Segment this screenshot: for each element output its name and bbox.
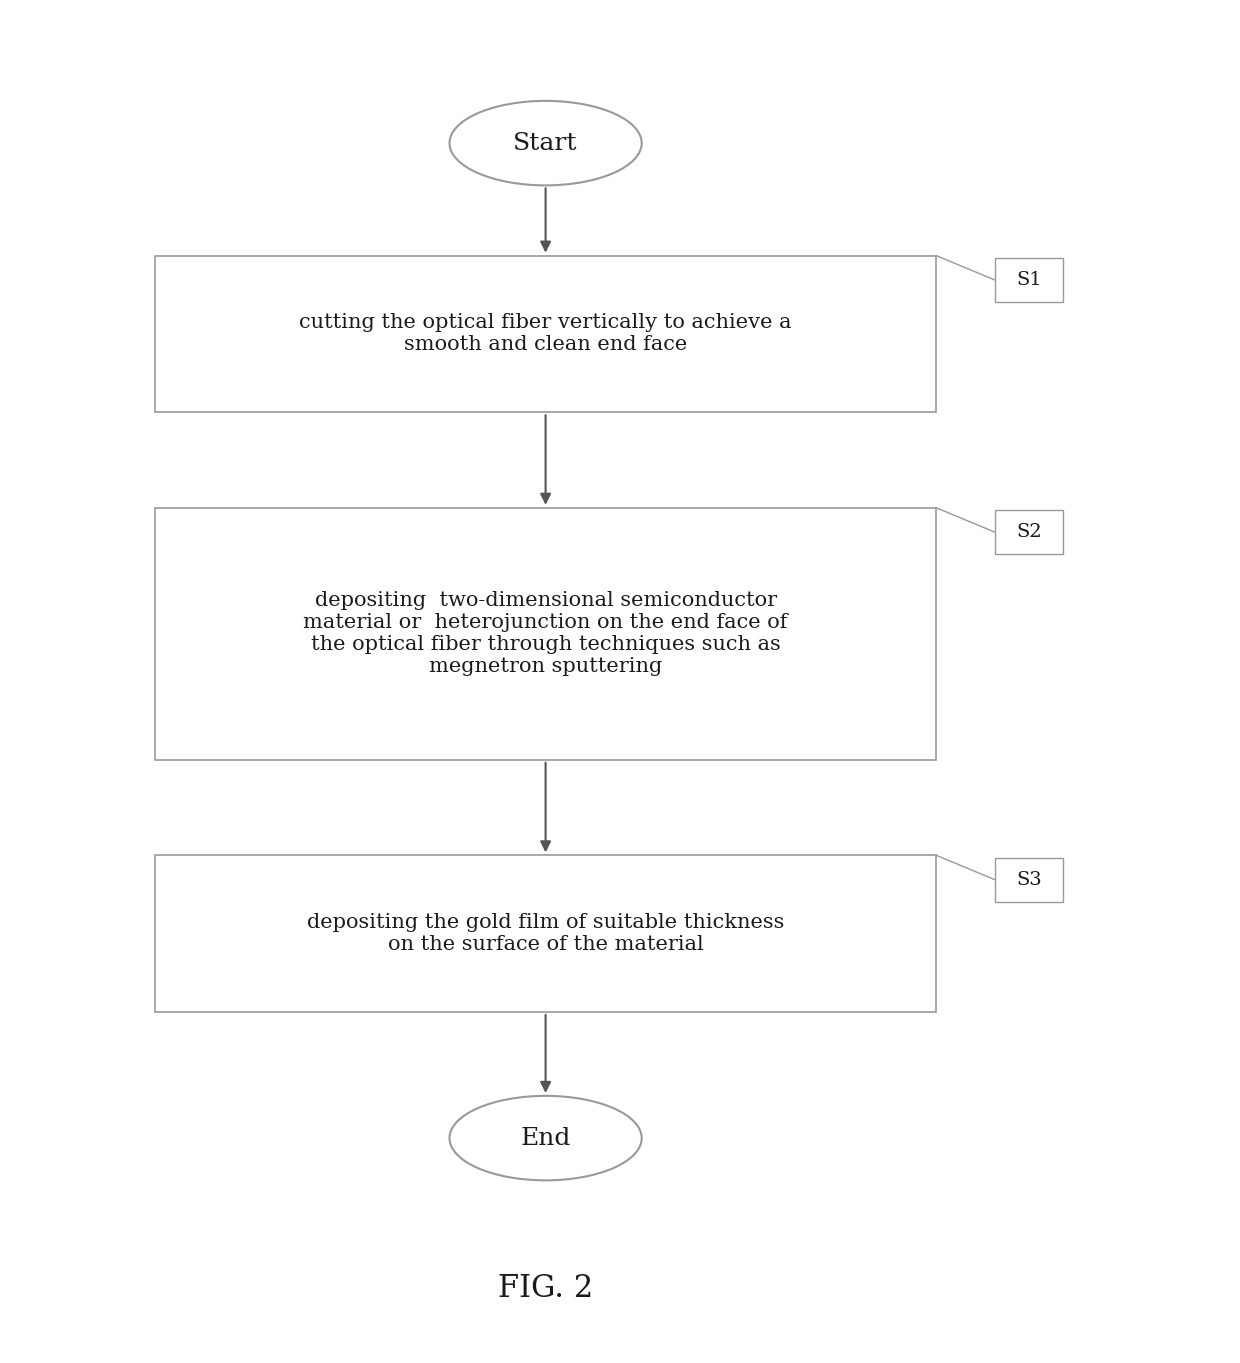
Bar bbox=[994, 859, 1064, 902]
Bar bbox=[994, 510, 1064, 553]
Text: S2: S2 bbox=[1017, 523, 1042, 541]
Ellipse shape bbox=[449, 101, 642, 185]
Bar bbox=[155, 856, 936, 1011]
Text: S3: S3 bbox=[1017, 871, 1042, 889]
Bar bbox=[155, 507, 936, 759]
Text: FIG. 2: FIG. 2 bbox=[498, 1273, 593, 1303]
Bar bbox=[994, 259, 1064, 303]
Ellipse shape bbox=[449, 1096, 642, 1180]
Text: depositing  two-dimensional semiconductor
material or  heterojunction on the end: depositing two-dimensional semiconductor… bbox=[304, 592, 787, 676]
Bar bbox=[155, 256, 936, 412]
Text: cutting the optical fiber vertically to achieve a
smooth and clean end face: cutting the optical fiber vertically to … bbox=[299, 313, 792, 354]
Text: Start: Start bbox=[513, 132, 578, 154]
Text: depositing the gold film of suitable thickness
on the surface of the material: depositing the gold film of suitable thi… bbox=[308, 913, 784, 954]
Text: S1: S1 bbox=[1017, 271, 1042, 289]
Text: End: End bbox=[521, 1127, 570, 1149]
